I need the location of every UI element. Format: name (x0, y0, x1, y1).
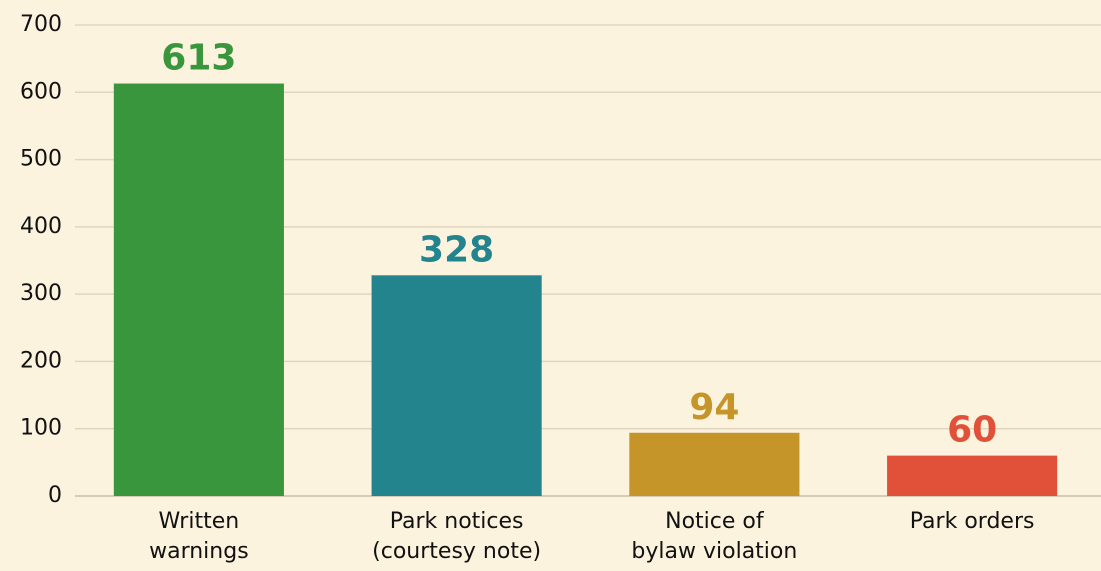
y-tick-label: 0 (48, 483, 62, 508)
x-tick-label: Written warnings (149, 509, 249, 564)
bar (113, 83, 284, 496)
bar (629, 432, 800, 496)
y-tick-label: 200 (20, 348, 62, 373)
y-tick-label: 300 (20, 281, 62, 306)
y-tick-label: 500 (20, 147, 62, 172)
x-tick-label: Park orders (910, 509, 1035, 534)
y-tick-label: 400 (20, 214, 62, 239)
y-tick-label: 100 (20, 416, 62, 441)
bar (887, 455, 1058, 496)
x-tick-label: Notice of bylaw violation (631, 509, 797, 564)
y-tick-label: 700 (20, 12, 62, 37)
data-label: 613 (161, 38, 236, 79)
data-label: 94 (689, 387, 739, 428)
data-label: 328 (419, 229, 494, 270)
data-label: 60 (947, 410, 997, 451)
x-tick-label: Park notices (courtesy note) (372, 509, 541, 564)
y-tick-label: 600 (20, 79, 62, 104)
bar (371, 275, 542, 496)
